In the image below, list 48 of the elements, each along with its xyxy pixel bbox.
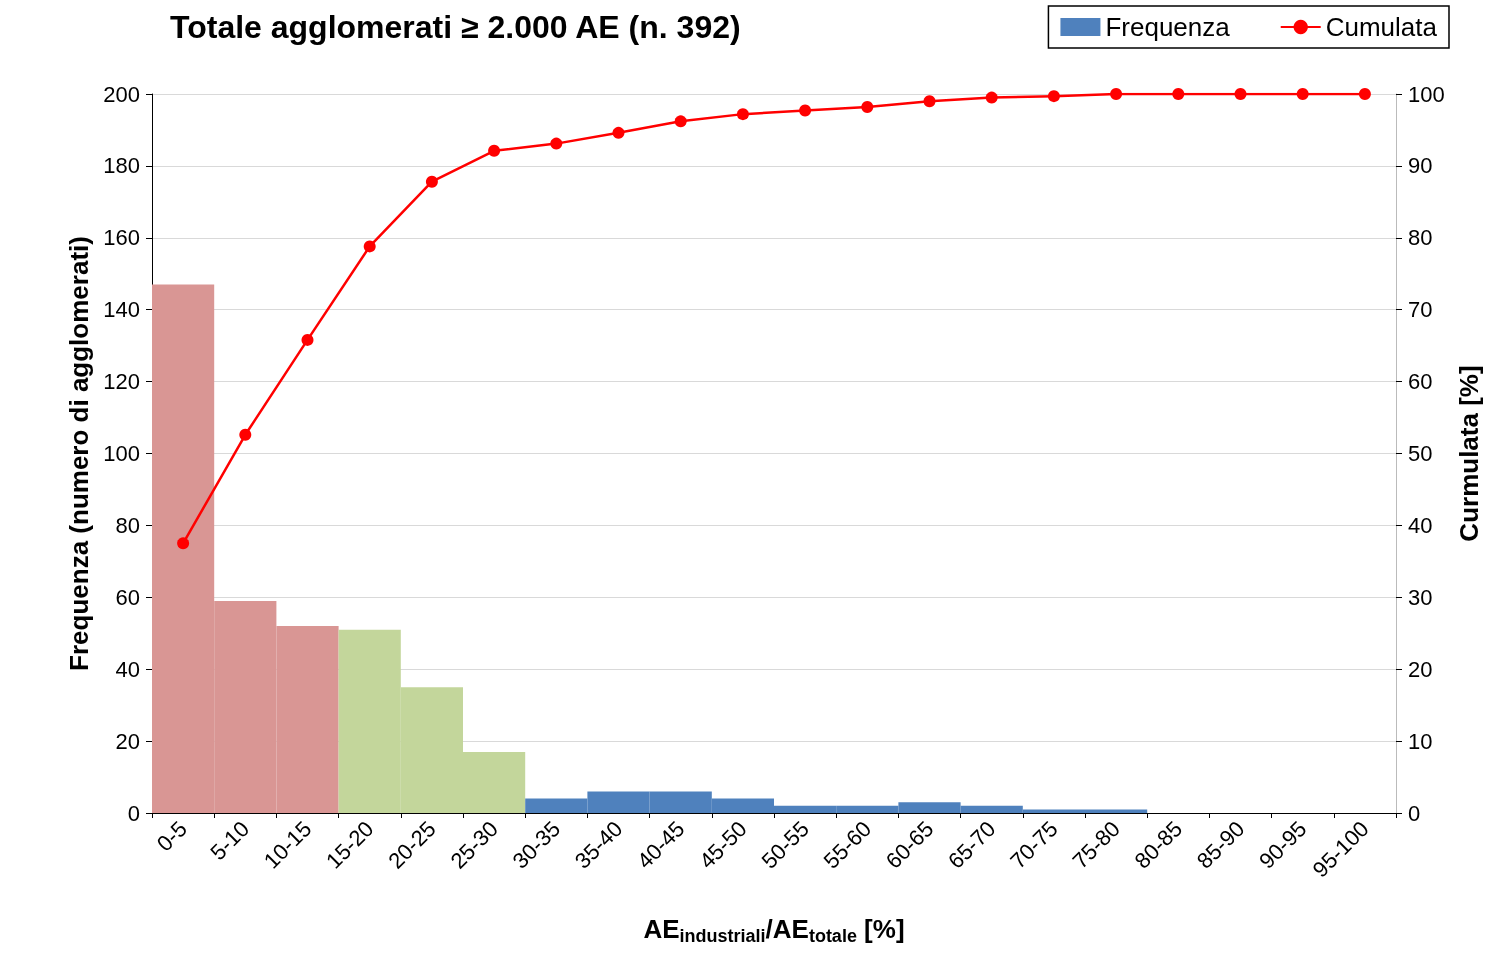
legend-label: Cumulata	[1325, 12, 1438, 42]
point	[239, 428, 252, 441]
point	[488, 144, 501, 157]
point	[363, 240, 376, 253]
y2-tick-label: 10	[1408, 728, 1433, 754]
y2-tick-label: 30	[1408, 584, 1433, 610]
point	[923, 95, 936, 108]
legend-label: Frequenza	[1105, 12, 1231, 42]
chart-title: Totale agglomerati ≥ 2.000 AE (n. 392)	[170, 9, 741, 45]
y-tick-label: 120	[103, 369, 140, 395]
y2-tick-label: 50	[1408, 441, 1433, 466]
y2-tick-label: 20	[1408, 656, 1433, 682]
y-tick-label: 80	[115, 512, 140, 538]
point	[177, 537, 190, 550]
y-tick-label: 100	[103, 441, 140, 466]
point	[674, 115, 687, 128]
point	[861, 100, 874, 113]
y-tick-label: 20	[115, 728, 140, 754]
point	[1234, 88, 1247, 100]
y-tick-label: 160	[103, 225, 140, 251]
y-tick-label: 140	[103, 297, 140, 323]
y2-tick-label: 80	[1408, 225, 1433, 251]
point	[301, 333, 314, 346]
y2-tick-label: 100	[1408, 81, 1445, 107]
point	[1110, 88, 1123, 100]
y-tick-label: 200	[103, 81, 140, 107]
point	[736, 108, 749, 121]
y-tick-label: 0	[127, 800, 140, 826]
y2-tick-label: 40	[1408, 512, 1433, 538]
y-axis-title: Frequenza (numero di agglomerati)	[64, 236, 95, 671]
point	[1296, 88, 1309, 100]
y-tick-label: 40	[115, 656, 140, 682]
y2-tick-label: 90	[1408, 153, 1433, 179]
point	[550, 137, 563, 150]
point	[985, 91, 998, 104]
y2-tick-label: 0	[1408, 800, 1421, 826]
x-tick-label: 0-5	[151, 816, 192, 857]
y-tick-label: 60	[115, 584, 140, 610]
point	[612, 126, 625, 139]
y2-tick-label: 60	[1408, 369, 1433, 395]
y2-axis-title: Curmulata [%]	[1453, 365, 1484, 542]
point	[1358, 88, 1371, 100]
y-tick-label: 180	[103, 153, 140, 179]
point	[425, 175, 438, 188]
y2-tick-label: 70	[1408, 297, 1433, 323]
point	[1172, 88, 1185, 100]
point	[799, 104, 812, 117]
point	[1047, 90, 1060, 103]
